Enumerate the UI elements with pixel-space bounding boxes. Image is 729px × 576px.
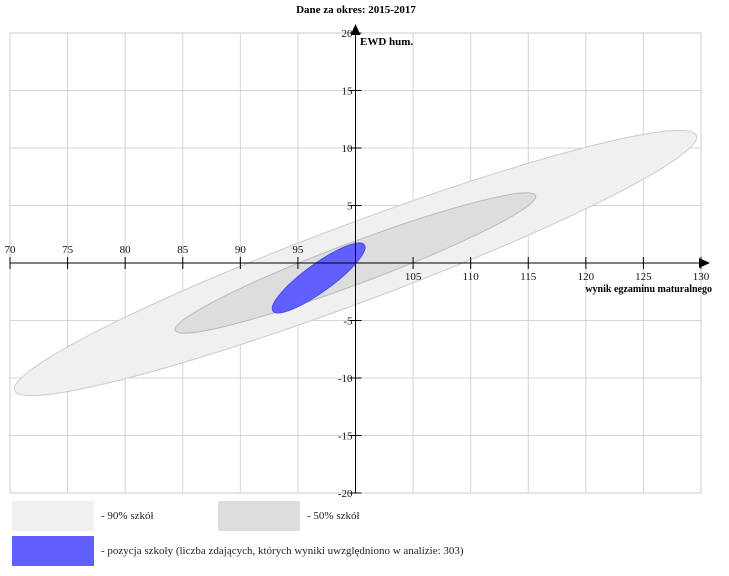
x-tick-label: 105 xyxy=(405,271,422,283)
x-tick-label: 130 xyxy=(693,271,710,283)
x-tick-label: 115 xyxy=(520,271,537,283)
x-tick-label: 95 xyxy=(292,244,304,256)
legend-label-50: - 50% szkół xyxy=(307,510,360,522)
legend-label-school: - pozycja szkoły (liczba zdających, któr… xyxy=(101,545,464,557)
y-tick-label: -5 xyxy=(343,316,353,328)
legend-swatch-50 xyxy=(218,501,300,531)
y-tick-label: 15 xyxy=(342,86,354,98)
y-tick-label: -20 xyxy=(338,488,353,500)
y-tick-label: 5 xyxy=(347,201,353,213)
y-tick-label: -15 xyxy=(338,431,353,443)
x-axis-arrow xyxy=(699,258,710,268)
legend-swatch-90 xyxy=(12,501,94,531)
x-tick-label: 70 xyxy=(5,244,17,256)
y-tick-label: 20 xyxy=(342,28,354,40)
legend-label-90: - 90% szkół xyxy=(101,510,154,522)
chart-title: Dane za okres: 2015-2017 xyxy=(296,4,416,16)
x-tick-label: 120 xyxy=(578,271,595,283)
y-axis-arrow xyxy=(350,24,361,35)
legend-swatch-school xyxy=(12,536,94,566)
y-tick-label: -10 xyxy=(338,373,353,385)
y-axis-label: EWD hum. xyxy=(360,36,413,48)
x-tick-label: 85 xyxy=(177,244,189,256)
x-tick-label: 75 xyxy=(62,244,74,256)
x-tick-label: 80 xyxy=(120,244,132,256)
x-tick-label: 90 xyxy=(235,244,247,256)
x-tick-label: 125 xyxy=(635,271,652,283)
x-tick-label: 110 xyxy=(463,271,480,283)
ellipse-school-position xyxy=(271,242,366,314)
y-tick-label: 10 xyxy=(342,143,354,155)
x-axis-label: wynik egzaminu maturalnego xyxy=(585,284,712,295)
